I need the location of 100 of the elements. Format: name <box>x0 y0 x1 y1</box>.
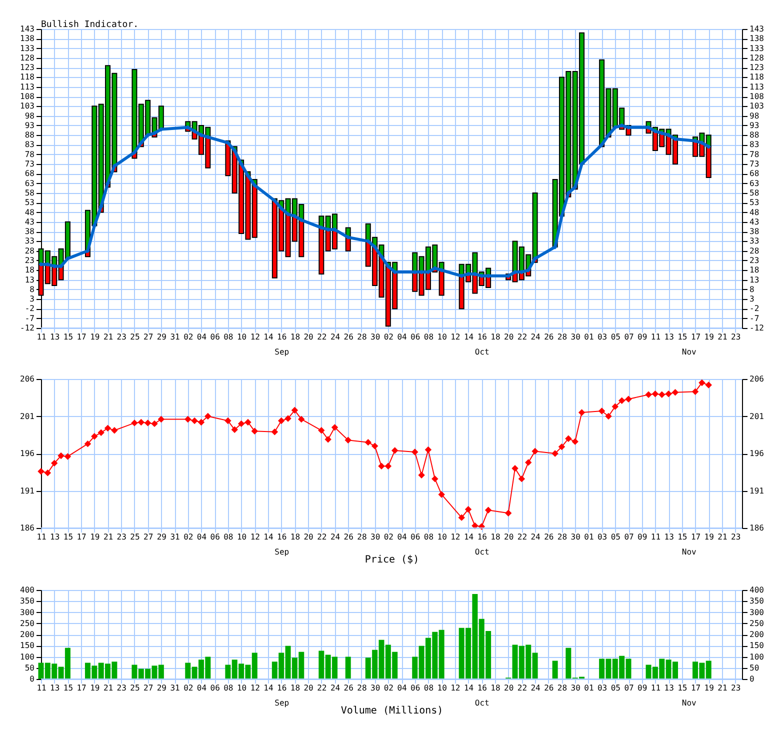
y2-tick-label: 113 <box>750 82 764 92</box>
x-tick-label: 10 <box>437 684 448 692</box>
y-tick-label: 58 <box>24 188 35 198</box>
x-tick-label: 04 <box>196 332 207 342</box>
y-tick-label: 128 <box>20 53 35 62</box>
x-tick-label: 13 <box>664 332 674 342</box>
y2-tick-label: 28 <box>750 246 760 256</box>
y2-tick-label: 53 <box>750 198 760 208</box>
y-tick-label: 88 <box>24 130 35 140</box>
y-tick-label: 93 <box>24 120 35 130</box>
x-tick-label: 18 <box>490 684 500 692</box>
y2-tick-label: 191 <box>750 486 764 496</box>
y2-tick-label: 23 <box>750 256 760 265</box>
x-tick-label: 12 <box>250 532 260 542</box>
x-tick-label: 07 <box>624 532 634 542</box>
y2-tick-label: -2 <box>750 304 760 314</box>
y-tick-label: 0 <box>30 674 35 684</box>
x-tick-label: 06 <box>210 532 220 542</box>
x-tick-label: 14 <box>464 332 474 342</box>
y2-tick-label: 50 <box>750 663 760 672</box>
x-tick-label: 10 <box>437 332 448 342</box>
y2-tick-label: 196 <box>750 449 764 458</box>
x-tick-label: 21 <box>103 684 114 692</box>
y-tick-label: 18 <box>24 266 35 275</box>
y-tick-label: 98 <box>24 111 35 120</box>
y2-tick-label: 150 <box>750 641 764 650</box>
y-tick-label: 350 <box>20 596 35 606</box>
x-tick-label: 25 <box>130 332 140 342</box>
x-tick-label: 21 <box>718 332 728 342</box>
x-tick-label: 18 <box>290 684 300 692</box>
x-tick-label: 04 <box>196 532 207 542</box>
x-tick-label: 25 <box>130 684 140 692</box>
x-tick-label: 19 <box>90 332 100 342</box>
x-tick-label: 28 <box>357 532 367 542</box>
x-tick-label: 05 <box>610 684 621 692</box>
y2-tick-label: 123 <box>750 63 764 72</box>
y-tick-label: 83 <box>24 140 35 150</box>
x-tick-label: 30 <box>570 532 581 542</box>
y2-tick-label: 133 <box>750 44 764 53</box>
y-tick-label: 53 <box>24 198 35 208</box>
x-tick-label: 03 <box>597 332 608 342</box>
x-tick-label: 20 <box>304 684 314 692</box>
y2-tick-label: 108 <box>750 92 764 102</box>
y2-tick-label: 83 <box>750 140 760 150</box>
y-tick-label: 78 <box>24 150 35 159</box>
y2-tick-label: 63 <box>750 178 760 188</box>
y2-tick-label: 38 <box>750 227 760 236</box>
x-tick-label: 23 <box>731 332 741 342</box>
x-tick-label: 12 <box>450 684 460 692</box>
y-tick-label: 201 <box>20 412 35 421</box>
x-tick-label: 05 <box>610 332 621 342</box>
x-tick-label: 16 <box>277 684 287 692</box>
x-tick-label: 23 <box>116 532 127 542</box>
x-tick-label: 21 <box>718 684 728 692</box>
x-tick-label: 14 <box>264 684 274 692</box>
x-tick-label: 19 <box>90 532 100 542</box>
x-tick-label: 14 <box>264 332 274 342</box>
x-tick-label: 19 <box>704 684 714 692</box>
x-tick-label: 01 <box>584 332 594 342</box>
x-tick-label: 24 <box>530 332 541 342</box>
x-tick-label: 08 <box>424 684 434 692</box>
x-tick-label: 21 <box>103 332 114 342</box>
y2-tick-label: 200 <box>750 630 764 639</box>
y2-tick-label: 68 <box>750 169 760 178</box>
x-tick-label: 04 <box>397 332 408 342</box>
y-tick-label: 23 <box>24 256 35 265</box>
y2-tick-label: 103 <box>750 102 764 111</box>
y-tick-label: 63 <box>24 178 35 188</box>
x-tick-label: 26 <box>544 532 554 542</box>
y-tick-label: 206 <box>20 374 35 384</box>
y2-tick-label: 18 <box>750 266 760 275</box>
x-tick-label: 27 <box>144 532 154 542</box>
y-tick-label: 143 <box>20 24 35 34</box>
y2-tick-label: 186 <box>750 524 764 532</box>
y-tick-label: -12 <box>20 324 35 332</box>
x-tick-label: 18 <box>290 332 300 342</box>
y2-tick-label: 206 <box>750 374 764 384</box>
x-tick-label: 17 <box>690 684 701 692</box>
x-tick-label: 12 <box>250 332 260 342</box>
y-tick-label: 300 <box>20 608 35 617</box>
x-tick-label: 17 <box>76 684 87 692</box>
x-tick-label: 12 <box>450 332 460 342</box>
x-tick-label: 04 <box>196 684 207 692</box>
x-tick-label: 28 <box>557 332 568 342</box>
x-tick-label: 26 <box>544 332 554 342</box>
x-tick-label: 13 <box>50 532 60 542</box>
x-tick-label: 02 <box>384 332 394 342</box>
x-tick-label: 11 <box>36 332 46 342</box>
y-tick-label: 73 <box>24 160 35 169</box>
x-tick-label: 20 <box>504 684 514 692</box>
x-tick-label: 31 <box>170 532 180 542</box>
x-tick-label: 14 <box>464 684 474 692</box>
x-tick-label: 08 <box>424 332 434 342</box>
x-tick-label: 30 <box>370 332 380 342</box>
x-tick-label: 02 <box>184 684 194 692</box>
y-tick-label: 133 <box>20 44 35 53</box>
x-tick-label: 15 <box>63 684 74 692</box>
x-tick-label: 11 <box>650 532 661 542</box>
x-tick-label: 14 <box>464 532 474 542</box>
y-tick-label: 118 <box>20 72 35 82</box>
